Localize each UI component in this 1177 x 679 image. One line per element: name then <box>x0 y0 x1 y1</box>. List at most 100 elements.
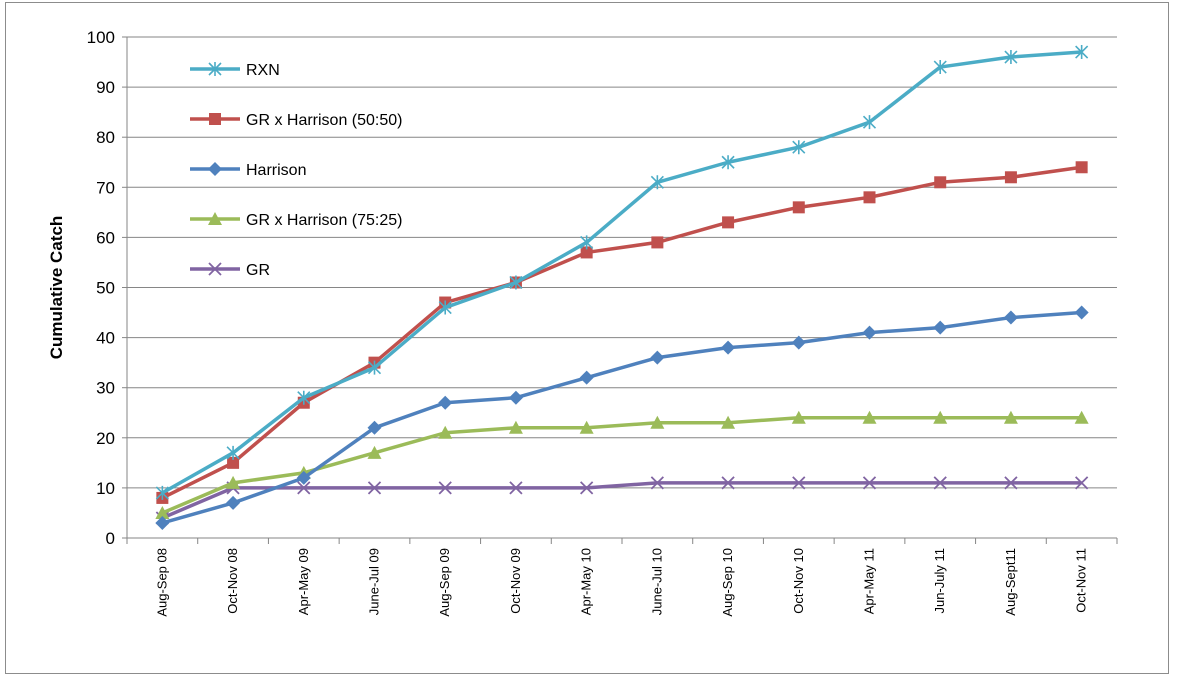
data-point <box>226 445 240 460</box>
data-point <box>792 140 806 155</box>
y-tick-label: 60 <box>96 228 115 247</box>
legend-label: Harrison <box>246 162 306 179</box>
data-point <box>508 420 523 434</box>
x-tick-label: Apr-May 11 <box>862 548 877 614</box>
data-point <box>580 481 594 495</box>
legend-item: RXN <box>190 62 280 79</box>
data-point <box>721 476 735 490</box>
data-point <box>579 420 594 434</box>
data-point <box>1075 476 1089 490</box>
data-point <box>438 481 452 495</box>
y-tick-label: 100 <box>87 28 115 47</box>
data-point <box>438 395 453 410</box>
data-point <box>155 505 170 519</box>
axes <box>122 36 1118 544</box>
data-point <box>438 425 453 439</box>
data-point <box>508 390 523 405</box>
x-tick-label: Aug-Sep 10 <box>720 548 735 617</box>
legend-label: GR x Harrison (75:25) <box>246 212 403 229</box>
y-tick-label: 40 <box>96 329 115 348</box>
data-point <box>155 515 170 530</box>
data-point <box>580 246 593 259</box>
legend-item: Harrison <box>190 162 306 179</box>
x-tick-label: Oct-Nov 11 <box>1074 548 1089 613</box>
x-tick-label: June-Jul 09 <box>367 548 382 615</box>
data-point <box>862 476 877 490</box>
data-point <box>933 320 948 335</box>
data-point <box>296 470 311 485</box>
y-tick-labels: 0 10 20 30 40 50 60 70 80 90 100 <box>87 28 115 548</box>
data-point <box>1004 476 1018 490</box>
y-tick-label: 80 <box>96 128 115 147</box>
y-tick-label: 30 <box>96 379 115 398</box>
y-tick-label: 90 <box>96 78 115 97</box>
legend-marker <box>208 212 222 225</box>
series-line <box>161 416 1082 515</box>
y-tick-label: 0 <box>106 529 115 548</box>
data-point <box>1074 305 1089 320</box>
legend-marker <box>209 113 221 125</box>
data-point <box>509 275 523 290</box>
y-axis-label: Cumulative Catch <box>47 216 66 360</box>
data-point <box>1074 410 1089 424</box>
x-tick-label: Apr-May 10 <box>579 548 594 615</box>
legend-item: GR x Harrison (75:25) <box>190 212 403 229</box>
data-point <box>367 360 382 375</box>
x-tick-label: Aug-Sept11 <box>1003 548 1018 616</box>
legend-marker <box>208 62 222 76</box>
data-point <box>651 236 664 249</box>
data-point <box>297 481 311 495</box>
data-point <box>226 495 241 510</box>
y-tick-label: 10 <box>96 479 115 498</box>
series-line <box>161 481 1082 520</box>
data-point <box>367 481 382 495</box>
data-point <box>934 176 947 189</box>
x-tick-label: Oct-Nov 09 <box>508 548 523 614</box>
legend-item: GR <box>190 262 270 279</box>
series-line <box>161 165 1082 500</box>
data-point <box>1004 50 1018 65</box>
data-point <box>226 475 241 489</box>
series-line <box>161 50 1082 495</box>
y-tick-label: 50 <box>96 279 115 298</box>
data-point <box>579 370 594 385</box>
data-point <box>792 201 805 214</box>
data-point <box>791 410 806 424</box>
x-tick-label: Apr-May 09 <box>296 548 311 615</box>
x-tick-label: Oct-Nov 08 <box>225 548 240 614</box>
data-point <box>933 60 947 75</box>
data-point <box>862 325 877 340</box>
data-point <box>791 335 806 350</box>
data-point <box>862 410 877 424</box>
x-tick-label: Aug-Sep 08 <box>154 548 169 617</box>
legend-marker <box>208 162 222 176</box>
data-point <box>933 410 948 424</box>
legend-label: RXN <box>246 62 280 79</box>
data-point <box>1003 410 1018 424</box>
data-point <box>650 415 665 429</box>
legend-marker <box>208 262 222 276</box>
data-point <box>509 481 523 495</box>
data-point <box>650 476 664 490</box>
data-point <box>580 235 594 250</box>
data-point <box>367 420 382 435</box>
data-point <box>367 445 382 459</box>
x-tick-label: Aug-Sep 09 <box>437 548 452 617</box>
data-point <box>933 476 947 490</box>
data-point <box>722 216 735 229</box>
x-tick-labels: Aug-Sep 08 Oct-Nov 08 Apr-May 09 June-Jul 0… <box>154 548 1088 617</box>
data-point <box>438 300 452 315</box>
data-point <box>155 485 169 500</box>
data-point <box>650 350 665 365</box>
y-tick-label: 70 <box>96 178 115 197</box>
y-tick-label: 20 <box>96 429 115 448</box>
data-point <box>1075 45 1089 60</box>
series-line <box>161 310 1082 525</box>
data-point <box>792 476 806 490</box>
x-tick-label: June-Jul 10 <box>649 548 664 615</box>
series-lines <box>155 45 1089 530</box>
x-tick-label: Jun-July 11 <box>932 548 947 614</box>
legend-item: GR x Harrison (50:50) <box>190 112 403 129</box>
data-point <box>721 155 735 170</box>
